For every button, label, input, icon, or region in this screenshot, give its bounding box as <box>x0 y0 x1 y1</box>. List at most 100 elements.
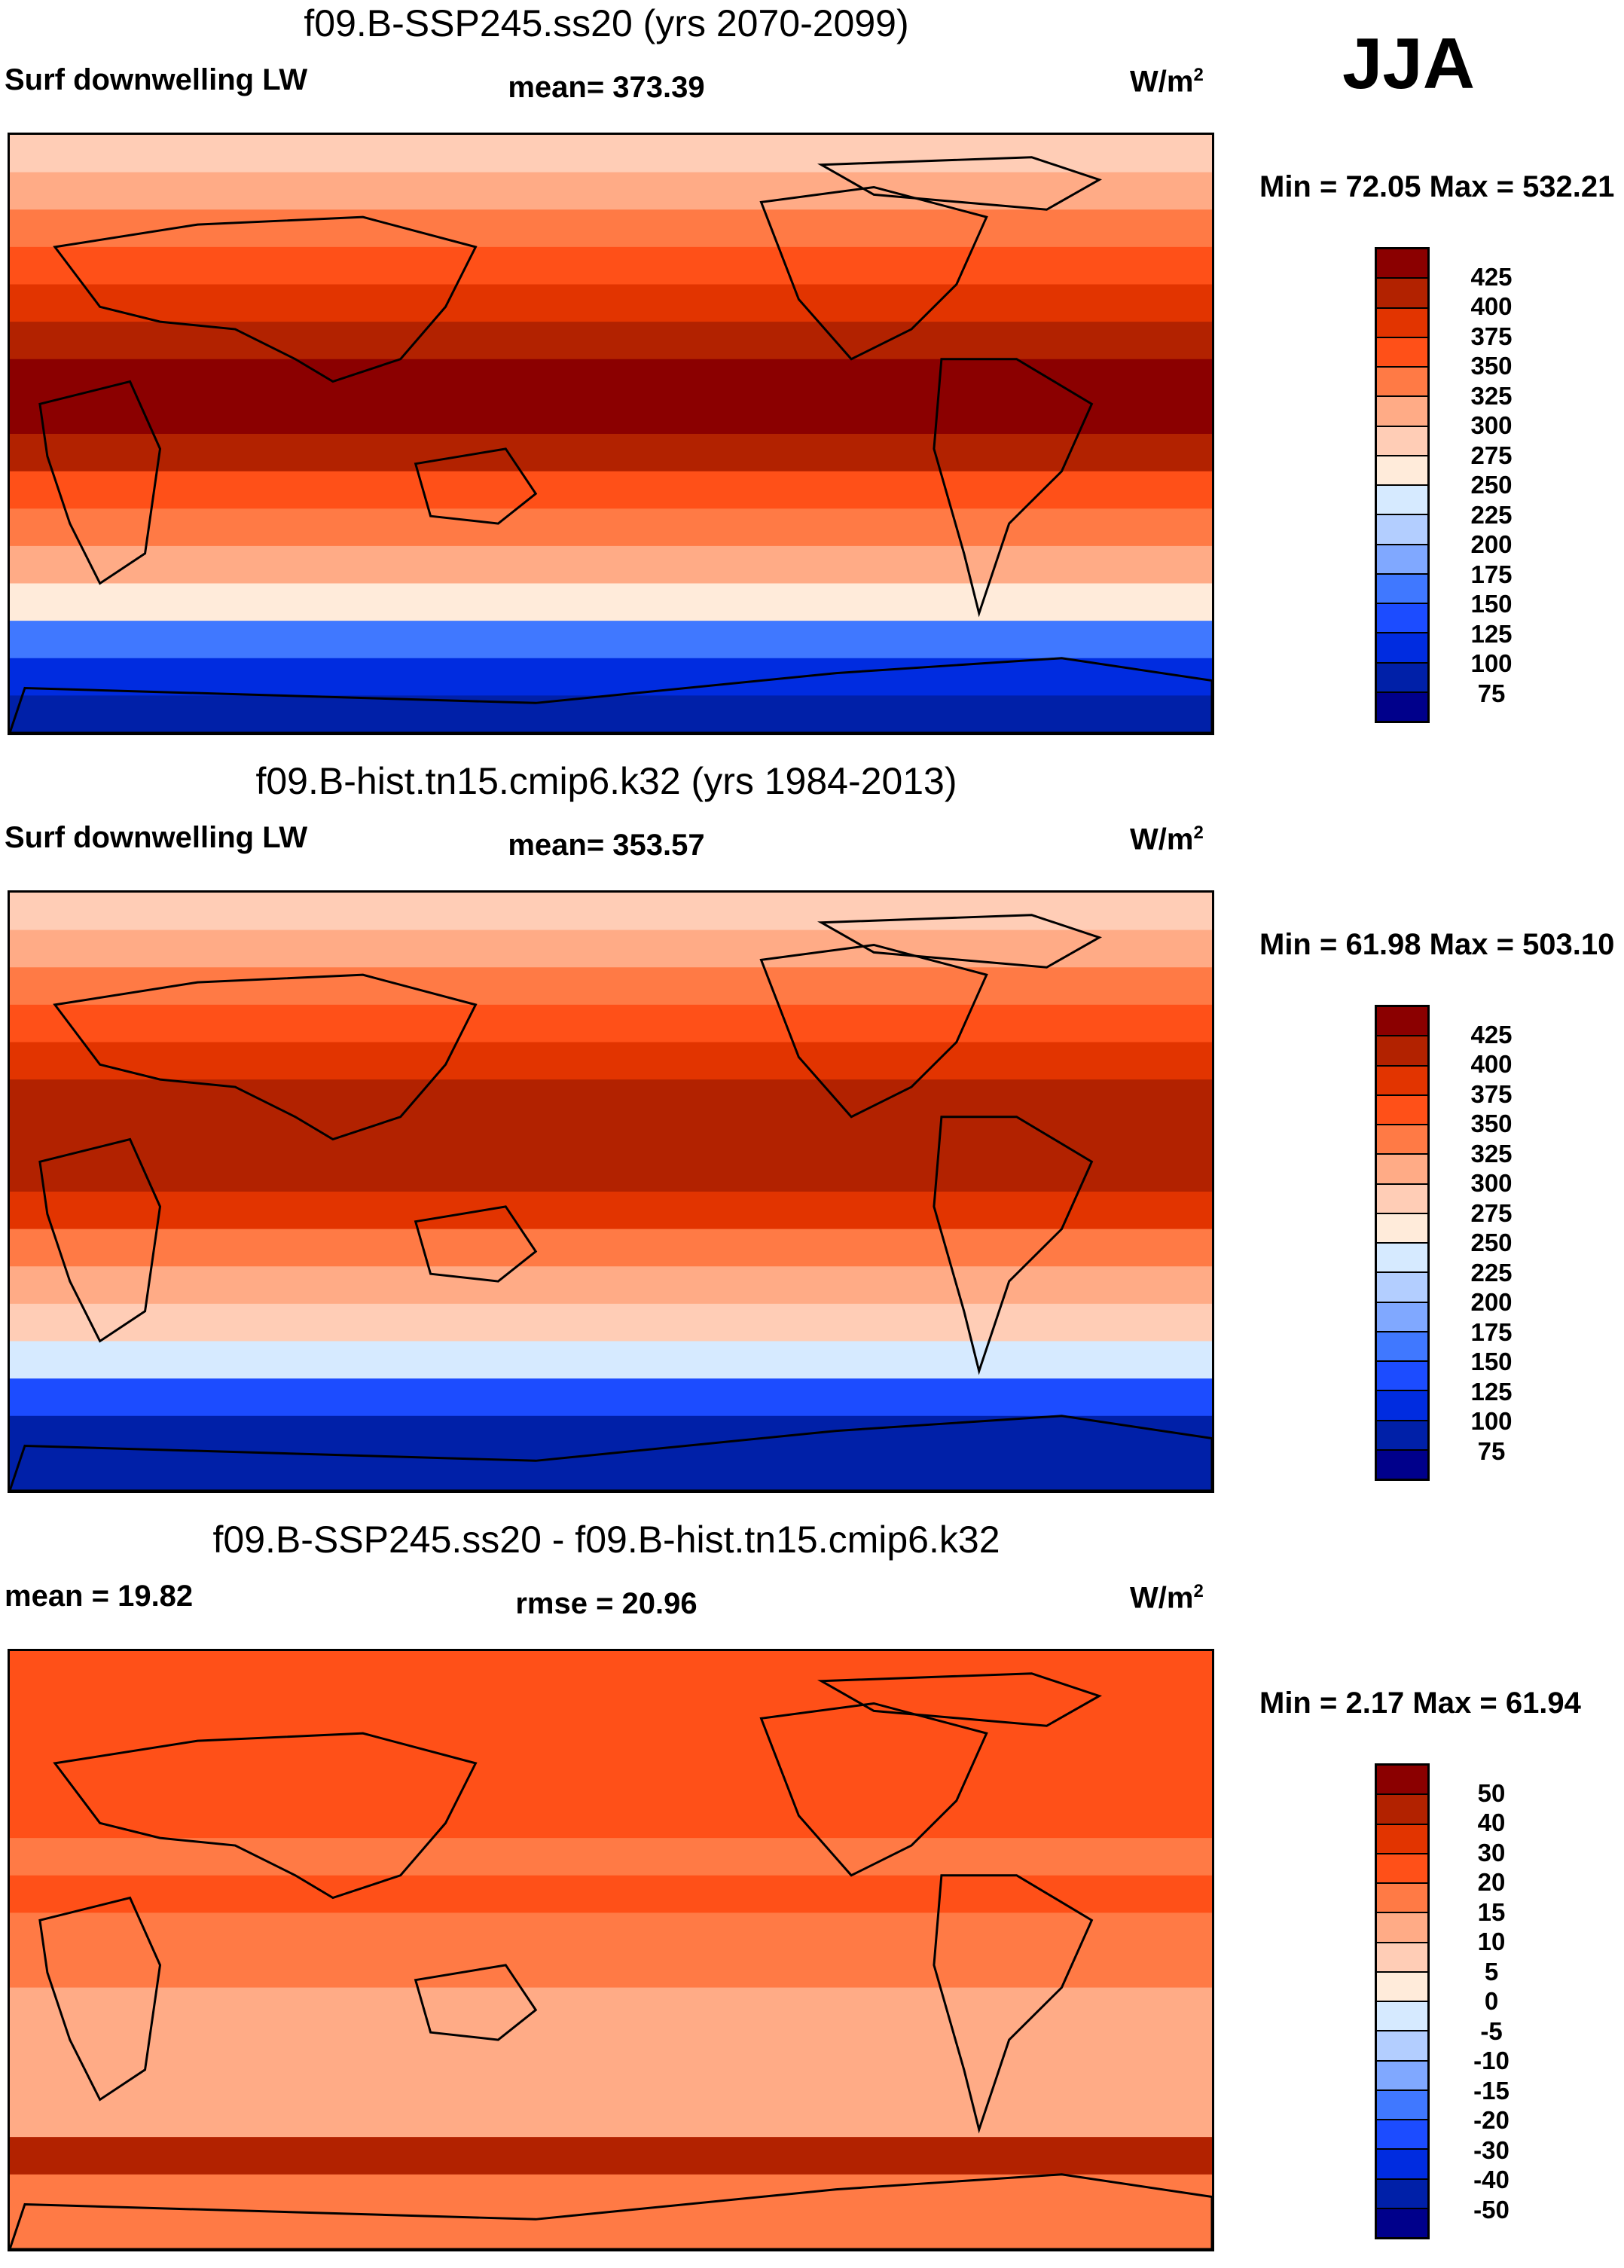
colorbar-swatch <box>1377 1035 1427 1065</box>
zonal-band <box>10 1800 1212 1839</box>
colorbar-swatch <box>1377 366 1427 396</box>
coastline <box>53 215 478 383</box>
colorbar-swatch <box>1377 1212 1427 1242</box>
zonal-band <box>10 2137 1212 2175</box>
colorbar-swatch <box>1377 632 1427 662</box>
panel-center-label: mean= 353.57 <box>508 829 705 862</box>
zonal-band <box>10 1453 1212 1491</box>
colorbar-tick-label: 200 <box>1470 530 1513 558</box>
colorbar-swatch <box>1377 2178 1427 2208</box>
coastline <box>817 914 1103 969</box>
zonal-band <box>10 967 1212 1006</box>
coastline <box>10 657 1212 733</box>
colorbar-tick-label: 250 <box>1470 1229 1513 1256</box>
panel-units: W/m2 <box>1130 823 1204 856</box>
colorbar-tick-label: 375 <box>1470 1079 1513 1108</box>
colorbar-swatch <box>1377 2119 1427 2149</box>
colorbar-swatch <box>1377 1360 1427 1390</box>
zonal-band <box>10 172 1212 211</box>
colorbar-tick-label: 30 <box>1477 1838 1506 1867</box>
colorbar-tick-label: 300 <box>1470 1169 1513 1197</box>
colorbar-tick-label: -40 <box>1473 2166 1510 2193</box>
panel-center-label: mean= 373.39 <box>508 71 705 104</box>
coastline <box>53 973 478 1141</box>
zonal-band <box>10 284 1212 323</box>
colorbar-ticks: 50 40 30 20 15 10 5 0 -5 -10 -15 -20 -30 -40 -50 <box>1446 1763 1537 2239</box>
colorbar-tick-label: 0 <box>1484 1987 1499 2015</box>
colorbar-tick-label: 400 <box>1470 292 1513 320</box>
units-superscript: 2 <box>1193 65 1204 85</box>
zonal-band <box>10 2099 1212 2138</box>
zonal-band <box>10 1763 1212 1802</box>
colorbar-swatch <box>1377 425 1427 455</box>
colorbar-swatch <box>1377 1419 1427 1449</box>
zonal-band <box>10 1266 1212 1305</box>
colorbar-tick-label: 10 <box>1477 1928 1506 1955</box>
coastline <box>10 2173 1212 2249</box>
colorbar-swatch <box>1377 2030 1427 2060</box>
zonal-band <box>10 246 1212 285</box>
colorbar-tick-label: 200 <box>1470 1288 1513 1316</box>
colorbar-swatch <box>1377 2059 1427 2089</box>
zonal-band <box>10 508 1212 547</box>
zonal-band <box>10 396 1212 435</box>
zonal-band <box>10 2212 1212 2249</box>
colorbar-swatch <box>1377 1330 1427 1360</box>
colorbar-tick-label: 15 <box>1477 1897 1506 1926</box>
panel-units: W/m2 <box>1130 1581 1204 1615</box>
zonal-band <box>10 1875 1212 1914</box>
zonal-band <box>10 209 1212 248</box>
colorbar-tick-label: 250 <box>1470 471 1513 499</box>
colorbar-swatch <box>1377 1242 1427 1272</box>
zonal-band <box>10 2174 1212 2213</box>
coastline <box>38 1137 162 1343</box>
colorbar-swatch <box>1377 1007 1427 1036</box>
colorbar-swatch <box>1377 2001 1427 2031</box>
zonal-band <box>10 359 1212 398</box>
colorbar-ticks: 425 400 375 350 325 300 275 250 225 200 175 150 125 1… <box>1446 1005 1537 1481</box>
colorbar-swatch <box>1377 1301 1427 1331</box>
colorbar-tick-label: 125 <box>1470 619 1513 648</box>
colorbar-swatch <box>1377 336 1427 366</box>
coastline <box>759 943 988 1119</box>
colorbar-swatch <box>1377 1064 1427 1094</box>
colorbar-swatch <box>1377 2148 1427 2178</box>
colorbar-swatch <box>1377 1912 1427 1942</box>
colorbar-ticks: 425 400 375 350 325 300 275 250 225 200 175 150 125 1… <box>1446 247 1537 723</box>
coastline <box>933 1116 1094 1375</box>
colorbar-tick-label: 150 <box>1470 590 1513 618</box>
zonal-band <box>10 1004 1212 1043</box>
colorbar-swatch <box>1377 1183 1427 1213</box>
zonal-band <box>10 1116 1212 1155</box>
zonal-band <box>10 1079 1212 1118</box>
map-plot <box>8 133 1214 735</box>
map-plot <box>8 1649 1214 2251</box>
colorbar-swatch <box>1377 1271 1427 1302</box>
colorbar-tick-label: 275 <box>1470 441 1513 469</box>
min-max-label: Min = 2.17 Max = 61.94 <box>1259 1687 1581 1720</box>
colorbar-tick-label: 325 <box>1470 381 1513 410</box>
zonal-band <box>10 1912 1212 1951</box>
units-text: W/m <box>1130 1581 1194 1615</box>
colorbar-swatch <box>1377 1094 1427 1124</box>
zonal-band <box>10 1341 1212 1380</box>
colorbar-tick-label: 325 <box>1470 1139 1513 1168</box>
colorbar-swatch <box>1377 1941 1427 1971</box>
panel-title: f09.B-SSP245.ss20 (yrs 2070-2099) <box>304 2 909 44</box>
colorbar-tick-label: -20 <box>1473 2106 1510 2134</box>
colorbar-tick-label: 350 <box>1470 352 1513 380</box>
colorbar-swatch <box>1377 1852 1427 1882</box>
panel-title: f09.B-hist.tn15.cmip6.k32 (yrs 1984-2013… <box>255 760 957 802</box>
colorbar-swatch <box>1377 1390 1427 1420</box>
zonal-band <box>10 1192 1212 1230</box>
coastline <box>414 447 538 525</box>
min-max-label: Min = 61.98 Max = 503.10 <box>1259 928 1615 961</box>
colorbar-swatch <box>1377 1124 1427 1154</box>
colorbar-swatch <box>1377 1153 1427 1183</box>
colorbar-tick-label: 375 <box>1470 322 1513 350</box>
colorbar-tick-label: -50 <box>1473 2195 1510 2224</box>
zonal-band <box>10 322 1212 360</box>
zonal-band <box>10 471 1212 510</box>
colorbar-tick-label: 75 <box>1477 1436 1506 1465</box>
colorbar-swatch <box>1377 543 1427 573</box>
